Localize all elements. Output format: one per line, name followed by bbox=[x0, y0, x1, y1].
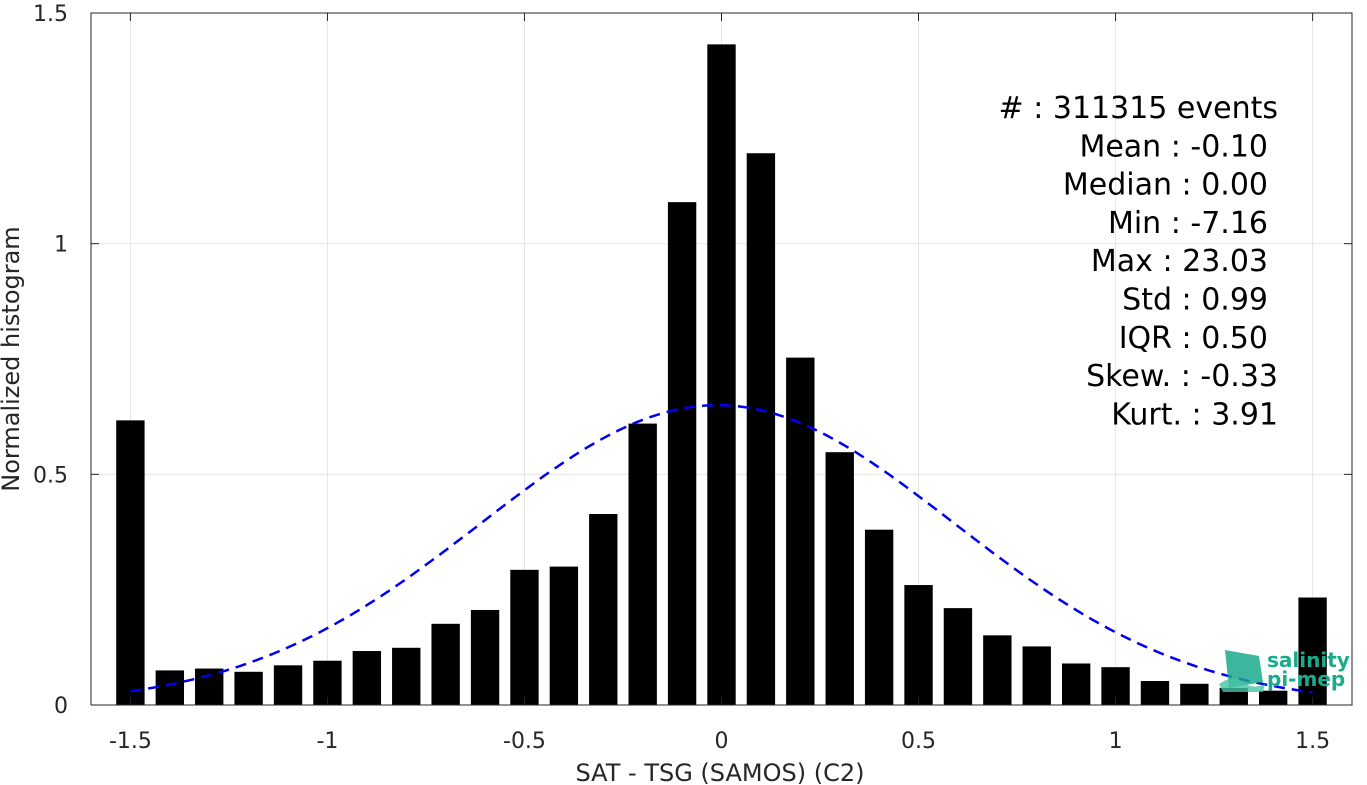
histogram-bar bbox=[667, 202, 697, 705]
x-tick-label: -1.5 bbox=[109, 729, 152, 754]
histogram-bar bbox=[983, 635, 1012, 705]
x-tick-label: 1.5 bbox=[1295, 729, 1330, 754]
histogram-bar bbox=[1298, 597, 1327, 705]
stat-line: Kurt. : 3.91 bbox=[1111, 397, 1278, 432]
y-tick-label: 0.5 bbox=[33, 463, 68, 488]
salinity-pi-mep-logo: salinity pi-mep bbox=[1219, 648, 1350, 692]
stat-line: Median : 0.00 bbox=[1063, 168, 1268, 203]
histogram-bar bbox=[234, 671, 263, 705]
stat-line: Std : 0.99 bbox=[1122, 283, 1268, 318]
gaussian-fit-curve bbox=[130, 403, 1313, 694]
stat-line: # : 311315 events bbox=[999, 91, 1278, 126]
histogram-bar bbox=[589, 514, 618, 705]
histogram-bar bbox=[1061, 663, 1091, 705]
histogram-bars bbox=[116, 44, 1327, 705]
x-tick-label: 0.5 bbox=[901, 729, 936, 754]
histogram-bar bbox=[825, 452, 854, 705]
x-tick-label: 1 bbox=[1109, 729, 1123, 754]
stat-line: Max : 23.03 bbox=[1091, 244, 1268, 279]
histogram-bar bbox=[1022, 646, 1051, 705]
histogram-bar bbox=[431, 623, 460, 705]
histogram-bar bbox=[155, 670, 184, 705]
x-tick-label: -1 bbox=[316, 729, 338, 754]
stat-line: Mean : -0.10 bbox=[1079, 129, 1268, 164]
histogram-bar bbox=[116, 420, 145, 705]
histogram-bar bbox=[352, 651, 382, 705]
histogram-bar bbox=[1259, 690, 1288, 705]
histogram-bar bbox=[1140, 681, 1170, 705]
histogram-bar bbox=[470, 609, 500, 705]
histogram-bar bbox=[707, 44, 736, 705]
histogram-bar bbox=[904, 585, 933, 705]
histogram-bar bbox=[943, 608, 973, 705]
histogram-bar bbox=[392, 647, 421, 705]
histogram-bar bbox=[786, 357, 815, 705]
axis-ticks bbox=[91, 12, 1352, 706]
histogram-bar bbox=[1219, 687, 1248, 705]
histogram-bar bbox=[746, 153, 776, 705]
logo-line1: salinity bbox=[1267, 648, 1350, 672]
logo-line2: pi-mep bbox=[1267, 667, 1345, 691]
y-tick-label: 1.5 bbox=[33, 2, 68, 27]
x-tick-label: -0.5 bbox=[503, 729, 546, 754]
stat-line: Min : -7.16 bbox=[1108, 206, 1268, 241]
histogram-bar bbox=[273, 665, 303, 705]
y-tick-labels: 0 0.5 1 1.5 bbox=[33, 2, 68, 719]
histogram-bar bbox=[864, 529, 894, 705]
histogram-bar bbox=[510, 569, 539, 705]
y-tick-label: 0 bbox=[54, 694, 68, 719]
stat-line: IQR : 0.50 bbox=[1119, 321, 1268, 356]
x-tick-label: 0 bbox=[715, 729, 729, 754]
logo-wave-icon bbox=[1219, 678, 1265, 692]
histogram-bar bbox=[1180, 683, 1209, 705]
stat-line: Skew. : -0.33 bbox=[1086, 359, 1278, 394]
x-axis-title: SAT - TSG (SAMOS) (C2) bbox=[576, 759, 865, 785]
y-axis-title: Normalized histogram bbox=[0, 226, 25, 491]
y-tick-label: 1 bbox=[54, 233, 68, 258]
x-tick-labels: -1.5 -1 -0.5 0 0.5 1 1.5 bbox=[109, 729, 1330, 754]
histogram-bar bbox=[549, 566, 579, 705]
histogram-bar bbox=[628, 423, 657, 705]
